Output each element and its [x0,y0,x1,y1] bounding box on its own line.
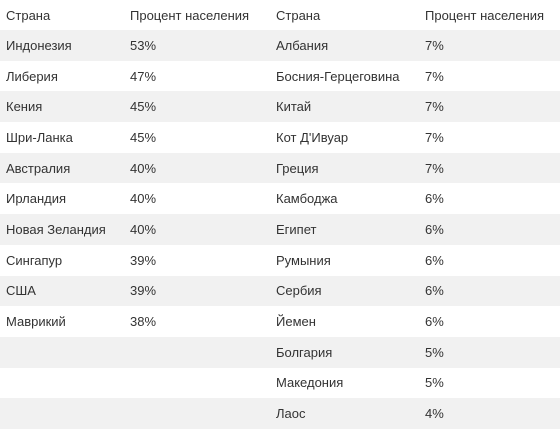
percent-2-cell: 7% [425,99,444,115]
percent-1-cell [124,368,270,399]
country-1-cell [0,337,124,368]
percent-1-cell: 53% [130,37,157,53]
percent-1-cell: 45% [130,99,157,115]
country-2-cell: Китай [276,99,312,115]
table-row: Лаос 4% [0,398,560,429]
percent-2-cell: 5% [425,344,444,360]
country-2-cell: Македония [276,375,344,391]
country-2-cell: Греция [276,160,319,176]
table-row: Индонезия 53% Албания 7% [0,30,560,61]
country-2-cell: Камбоджа [276,191,338,207]
header-country-1: Страна [6,7,51,23]
country-2-cell: Египет [276,221,317,237]
country-2-cell: Болгария [276,344,333,360]
table-row: Болгария 5% [0,336,560,368]
percent-1-cell: 40% [130,191,157,207]
header-percent-2: Процент населения [425,7,545,23]
percent-2-cell: 5% [425,375,444,391]
country-1-cell: Индонезия [6,37,72,53]
header-country-2: Страна [276,7,321,23]
table-row: Ирландия 40% Камбоджа 6% [0,183,560,215]
percent-1-cell: 39% [130,283,157,299]
table-body: Индонезия 53% Албания 7% Либерия 47% Босния-Ге… [0,30,560,429]
percent-2-cell: 7% [425,68,444,84]
percent-2-cell: 6% [425,283,444,299]
country-1-cell: США [6,283,36,299]
country-2-cell: Румыния [276,252,331,268]
country-2-cell: Лаос [276,406,306,422]
country-1-cell: Шри-Ланка [6,129,73,145]
country-1-cell: Либерия [6,68,58,84]
country-2-cell: Сербия [276,283,322,299]
percent-2-cell: 6% [425,191,444,207]
percent-1-cell: 40% [130,221,157,237]
country-1-cell: Маврикий [6,314,66,330]
percent-1-cell: 47% [130,68,157,84]
percent-2-cell: 6% [425,221,444,237]
percent-2-cell: 7% [425,37,444,53]
percent-2-cell: 6% [425,314,444,330]
percent-1-cell: 39% [130,252,157,268]
country-1-cell: Австралия [6,160,71,176]
country-2-cell: Кот Д'Ивуар [276,129,349,145]
table-row: Шри-Ланка 45% Кот Д'Ивуар 7% [0,122,560,153]
percent-2-cell: 7% [425,160,444,176]
country-1-cell: Ирландия [6,191,67,207]
percent-1-cell: 38% [130,314,157,330]
table-row: Австралия 40% Греция 7% [0,152,560,184]
table-row: США 39% Сербия 6% [0,275,560,307]
header-percent-1: Процент населения [130,7,250,23]
table-row: Либерия 47% Босния-Герцеговина 7% [0,60,560,92]
country-1-cell: Кения [6,99,43,115]
country-2-cell: Албания [276,37,329,53]
percent-1-cell [124,398,270,429]
table-row: Новая Зеландия 40% Египет 6% [0,214,560,245]
country-1-cell [0,398,124,429]
country-2-cell: Йемен [276,314,316,330]
percent-1-cell: 45% [130,129,157,145]
country-1-cell [0,368,124,399]
percent-2-cell: 4% [425,406,444,422]
table-row: Кения 45% Китай 7% [0,91,560,123]
country-1-cell: Сингапур [6,252,63,268]
country-2-cell: Босния-Герцеговина [276,68,400,84]
country-1-cell: Новая Зеландия [6,221,106,237]
percent-1-cell [124,337,270,368]
percent-1-cell: 40% [130,160,157,176]
header-row: Страна Процент населения Страна Процент … [0,0,560,30]
percent-2-cell: 7% [425,129,444,145]
table-row: Маврикий 38% Йемен 6% [0,306,560,337]
table-row: Сингапур 39% Румыния 6% [0,244,560,276]
percent-2-cell: 6% [425,252,444,268]
table-row: Македония 5% [0,367,560,399]
